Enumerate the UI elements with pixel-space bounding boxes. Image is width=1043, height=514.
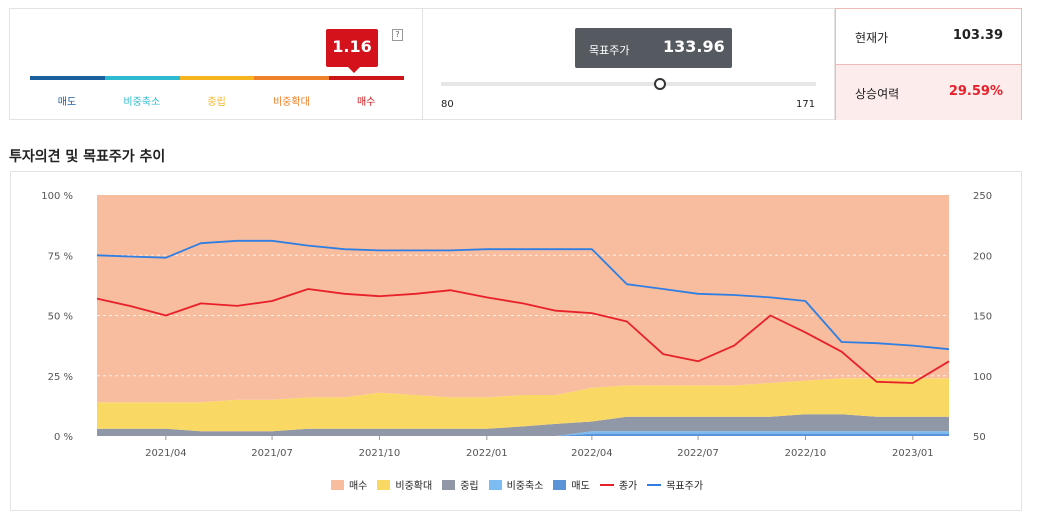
legend-label: 비중확대	[395, 481, 433, 492]
legend-label: 비중축소	[506, 481, 544, 492]
x-tick-label: 2022/10	[785, 448, 827, 459]
scale-bar-1	[104, 76, 180, 80]
legend-swatch	[330, 480, 344, 490]
legend-item: 매도	[553, 477, 590, 492]
y-right-tick: 50	[973, 432, 986, 443]
chart-svg: 0 % 25 % 50 % 75 % 100 % 50 100 150 200 250 2021/0…	[41, 191, 992, 459]
scale-label: 비중축소	[123, 97, 161, 108]
scale-label: 중립	[207, 97, 226, 108]
current-price-value: 103.39	[952, 28, 1003, 43]
target-price-min: 80	[441, 99, 454, 110]
scale-label: 매수	[356, 97, 376, 108]
consensus-panel: 1.16 ? 매도 비중축소 중립 비중확대 매수	[9, 8, 423, 120]
target-price-max: 171	[796, 99, 816, 110]
legend-item: 중립	[442, 477, 479, 492]
legend-label: 종가	[618, 481, 638, 492]
x-tick-label: 2023/01	[892, 448, 934, 459]
upside-label: 상승여력	[855, 87, 900, 101]
x-tick-label: 2021/07	[251, 448, 293, 459]
opinion-target-chart: 0 % 25 % 50 % 75 % 100 % 50 100 150 200 250 2021/0…	[10, 171, 1022, 511]
scale-bar-0	[30, 76, 105, 80]
legend-swatch	[553, 480, 567, 490]
x-tick-label: 2021/10	[359, 448, 401, 459]
target-price-box: 목표주가 133.96	[575, 28, 732, 68]
target-price-marker	[654, 78, 667, 90]
legend-swatch	[442, 480, 456, 490]
section-title: 투자의견 및 목표주가 추이	[9, 149, 166, 165]
x-tick-label: 2021/04	[145, 448, 187, 459]
legend-item: 종가	[599, 477, 638, 492]
current-price-row: 현재가 103.39	[836, 9, 1021, 65]
legend-item: 매수	[330, 477, 368, 492]
legend-swatch	[377, 480, 391, 490]
x-tick-label: 2022/01	[466, 448, 508, 459]
area-series-4	[97, 195, 949, 403]
scale-bar-2	[179, 76, 255, 80]
current-price-label: 현재가	[855, 31, 889, 45]
legend-label: 매수	[348, 481, 368, 492]
legend-item: 비중확대	[377, 477, 432, 492]
line-series-1	[96, 239, 950, 351]
consensus-score-badge: 1.16	[326, 29, 378, 73]
y-left-tick: 75 %	[48, 251, 73, 262]
area-series-1	[97, 431, 949, 436]
scale-label: 매도	[57, 97, 77, 108]
y-left-tick: 0 %	[54, 432, 73, 443]
legend-item: 목표주가	[647, 477, 703, 492]
line-series-0	[96, 288, 950, 384]
y-left-tick: 100 %	[41, 191, 73, 202]
x-tick-label: 2022/07	[677, 448, 719, 459]
area-series-3	[97, 378, 949, 432]
legend-label: 매도	[571, 481, 590, 492]
y-right-tick: 100	[973, 372, 992, 383]
legend-item: 비중축소	[488, 477, 544, 492]
chart-legend: 매수 비중확대 중립 비중축소 매도 종가 목표주가	[11, 477, 1023, 492]
legend-label: 목표주가	[666, 481, 704, 492]
scale-bar-3	[254, 76, 330, 80]
legend-swatch	[599, 484, 614, 486]
x-tick-label: 2022/04	[571, 448, 613, 459]
scale-label: 비중확대	[272, 97, 310, 108]
upside-row: 상승여력 29.59%	[836, 65, 1021, 120]
target-price-value: 133.96	[663, 37, 725, 56]
target-price-label: 목표주가	[589, 44, 630, 57]
area-series-0	[97, 433, 949, 436]
y-right-tick: 150	[973, 312, 992, 323]
help-icon[interactable]: ?	[392, 29, 403, 41]
legend-swatch	[647, 484, 662, 486]
y-left-tick: 50 %	[48, 312, 73, 323]
y-left-tick: 25 %	[48, 372, 73, 383]
legend-swatch	[488, 480, 502, 490]
price-panel: 현재가 103.39 상승여력 29.59%	[835, 8, 1022, 120]
area-series-2	[97, 414, 949, 436]
legend-label: 중립	[460, 481, 479, 492]
y-right-tick: 200	[973, 251, 992, 262]
scale-bar-4	[329, 76, 404, 80]
target-price-panel: 목표주가 133.96 80 171	[422, 8, 835, 120]
upside-value: 29.59%	[948, 84, 1003, 99]
target-price-range-track	[441, 82, 816, 86]
y-right-tick: 250	[973, 191, 992, 202]
